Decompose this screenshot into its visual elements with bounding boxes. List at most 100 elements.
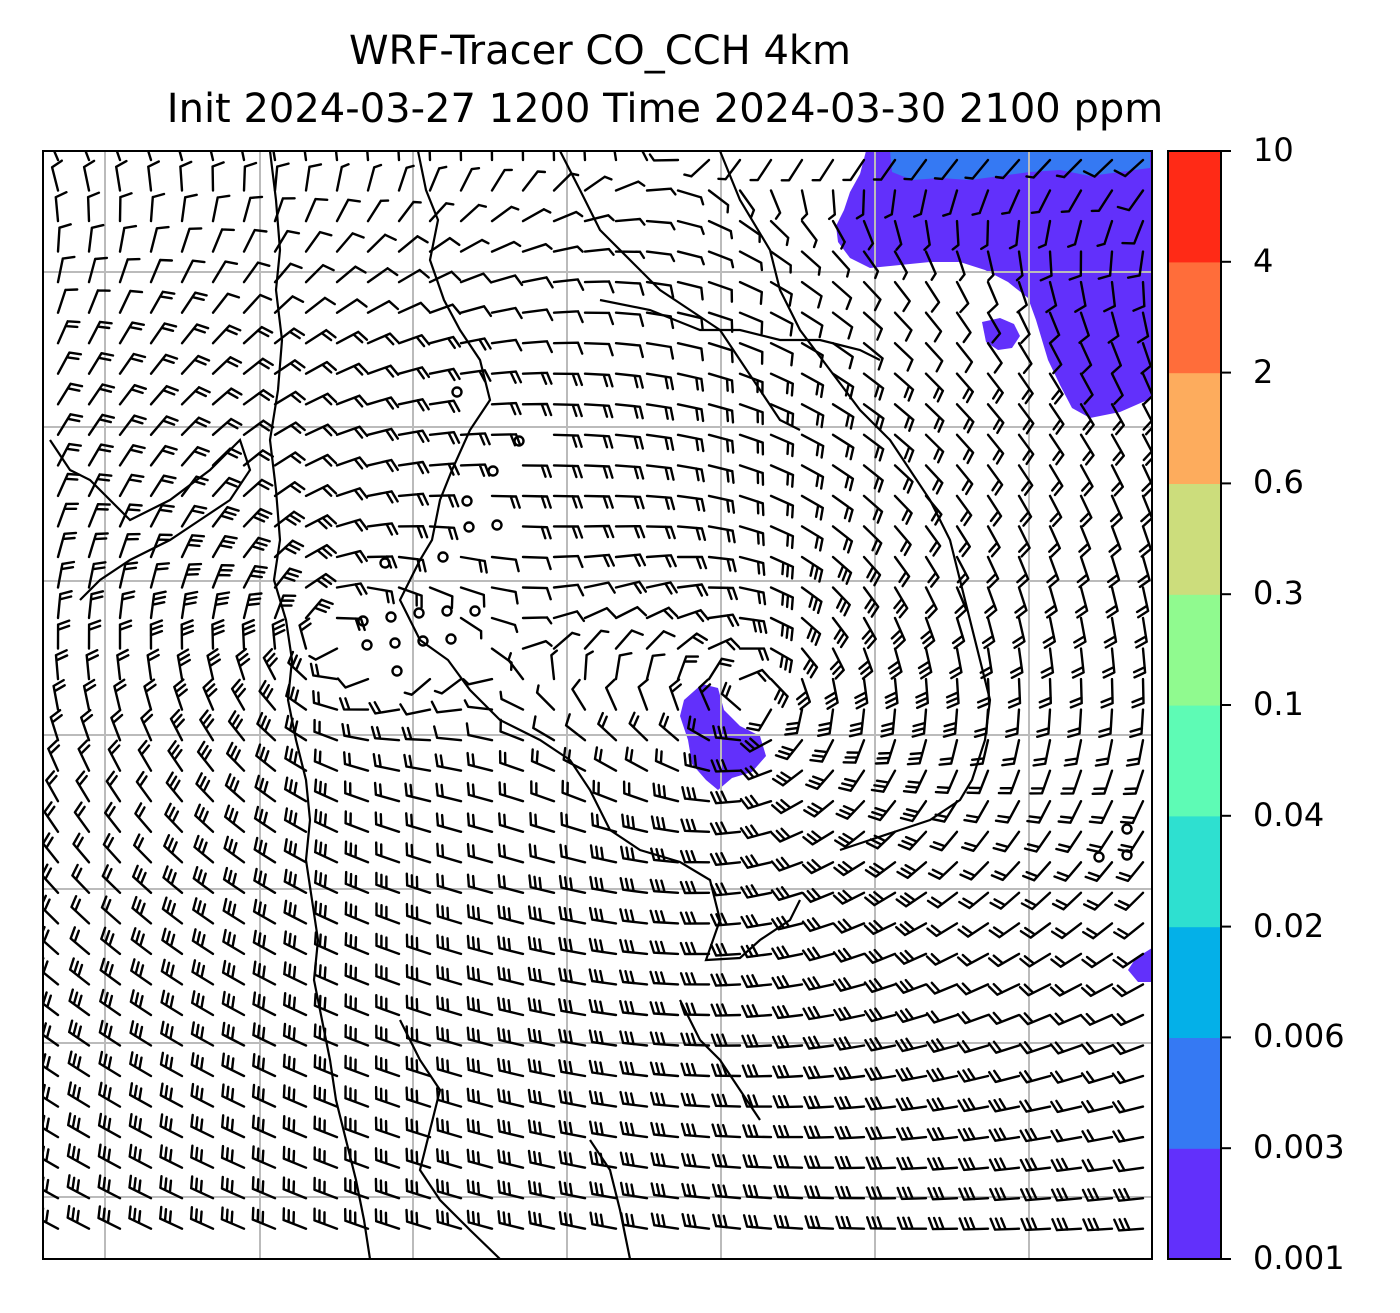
wind-barb xyxy=(588,1059,618,1078)
wind-barb xyxy=(780,158,804,182)
wind-barb xyxy=(313,931,339,956)
wind-barb xyxy=(862,464,884,493)
wind-barb xyxy=(770,886,804,901)
wind-barb xyxy=(459,305,493,318)
wind-barb xyxy=(957,1097,990,1113)
wind-barb xyxy=(649,909,680,925)
wind-barb xyxy=(195,772,215,803)
wind-barb xyxy=(1119,800,1145,825)
wind-barb xyxy=(43,1114,60,1139)
wind-barb xyxy=(865,1186,897,1200)
wind-barb xyxy=(589,1120,618,1139)
wind-barb xyxy=(738,464,765,486)
wind-barb xyxy=(366,233,397,253)
wind-barb xyxy=(711,1063,742,1078)
wind-barb xyxy=(679,880,711,895)
wind-barb xyxy=(1109,494,1123,528)
wind-barb xyxy=(951,616,966,650)
wind-barb xyxy=(854,677,869,710)
wind-barb xyxy=(934,769,959,794)
wind-barb xyxy=(251,1083,277,1108)
wind-barb xyxy=(366,490,399,504)
wind-barb xyxy=(590,812,618,833)
wind-barb xyxy=(800,189,809,221)
wind-barb xyxy=(710,1003,742,1017)
wind-barb xyxy=(711,1093,742,1108)
wind-barb xyxy=(338,697,370,711)
wind-barb xyxy=(50,159,63,192)
wind-barb xyxy=(769,280,793,307)
wind-barb xyxy=(308,647,339,661)
wind-barb xyxy=(209,151,215,162)
wind-barb xyxy=(283,838,308,864)
wind-barb xyxy=(498,781,525,803)
wind-barb xyxy=(710,973,742,987)
wind-barb xyxy=(552,554,584,569)
wind-barb xyxy=(614,311,645,328)
wind-barb xyxy=(707,494,736,514)
wind-barb xyxy=(87,532,109,559)
wind-barb xyxy=(135,770,153,803)
wind-barb xyxy=(252,929,277,956)
wind-barb xyxy=(1110,403,1125,436)
wind-barb xyxy=(56,382,84,406)
wind-barb xyxy=(774,739,804,761)
wind-barb xyxy=(1045,280,1058,314)
wind-barb xyxy=(405,812,432,833)
wind-barb xyxy=(1017,494,1033,527)
wind-barb xyxy=(896,1216,928,1230)
wind-barb xyxy=(251,1145,277,1169)
wind-barb xyxy=(465,722,494,742)
wind-barb xyxy=(976,677,991,709)
wind-barb xyxy=(313,1054,339,1078)
wind-barb xyxy=(1112,1100,1145,1114)
wind-barb xyxy=(1010,647,1024,679)
wind-barb xyxy=(771,945,804,960)
wind-barb xyxy=(893,433,915,463)
wind-barb xyxy=(397,525,429,539)
wind-barb xyxy=(132,864,153,894)
wind-barb xyxy=(987,1011,1021,1025)
calm-wind-circle xyxy=(445,633,457,645)
wind-barb xyxy=(436,842,463,864)
wind-barb xyxy=(650,815,680,833)
wind-barb xyxy=(149,590,167,620)
wind-barb xyxy=(273,390,306,406)
wind-barb xyxy=(1063,739,1083,767)
wind-barb xyxy=(1017,403,1035,435)
wind-barb xyxy=(285,683,308,711)
wind-barb xyxy=(1039,250,1053,282)
wind-barb xyxy=(927,1186,959,1201)
wind-barb xyxy=(242,592,263,620)
wind-barb xyxy=(862,555,882,587)
wind-barb xyxy=(676,655,700,681)
wind-barb xyxy=(190,1113,215,1139)
wind-barb xyxy=(864,1096,897,1111)
wind-barb xyxy=(226,741,246,772)
wind-barb xyxy=(43,1145,60,1169)
wind-barb xyxy=(105,770,122,803)
wind-barb xyxy=(1017,464,1034,496)
wind-barb xyxy=(405,1208,432,1230)
wind-barb xyxy=(925,981,959,995)
wind-barb xyxy=(1026,800,1052,824)
wind-barb xyxy=(707,586,738,601)
calm-wind-circle xyxy=(1093,851,1105,863)
wind-barb xyxy=(273,421,306,436)
wind-barb xyxy=(988,1098,1021,1113)
wind-barb xyxy=(178,151,184,162)
wind-barb xyxy=(128,1174,153,1200)
wind-barb xyxy=(335,582,368,596)
wind-barb xyxy=(911,708,928,738)
wind-barb xyxy=(772,1124,804,1139)
wind-barb xyxy=(1126,250,1145,279)
wind-barb xyxy=(1110,433,1125,466)
wind-barb xyxy=(589,1150,618,1169)
wind-barb xyxy=(159,1113,184,1139)
calm-wind-circle xyxy=(361,639,373,651)
wind-barb xyxy=(707,280,734,303)
wind-barb xyxy=(862,250,880,280)
wind-barb xyxy=(1079,372,1094,405)
calm-wind-circle xyxy=(389,637,401,649)
wind-barb xyxy=(190,1175,215,1200)
